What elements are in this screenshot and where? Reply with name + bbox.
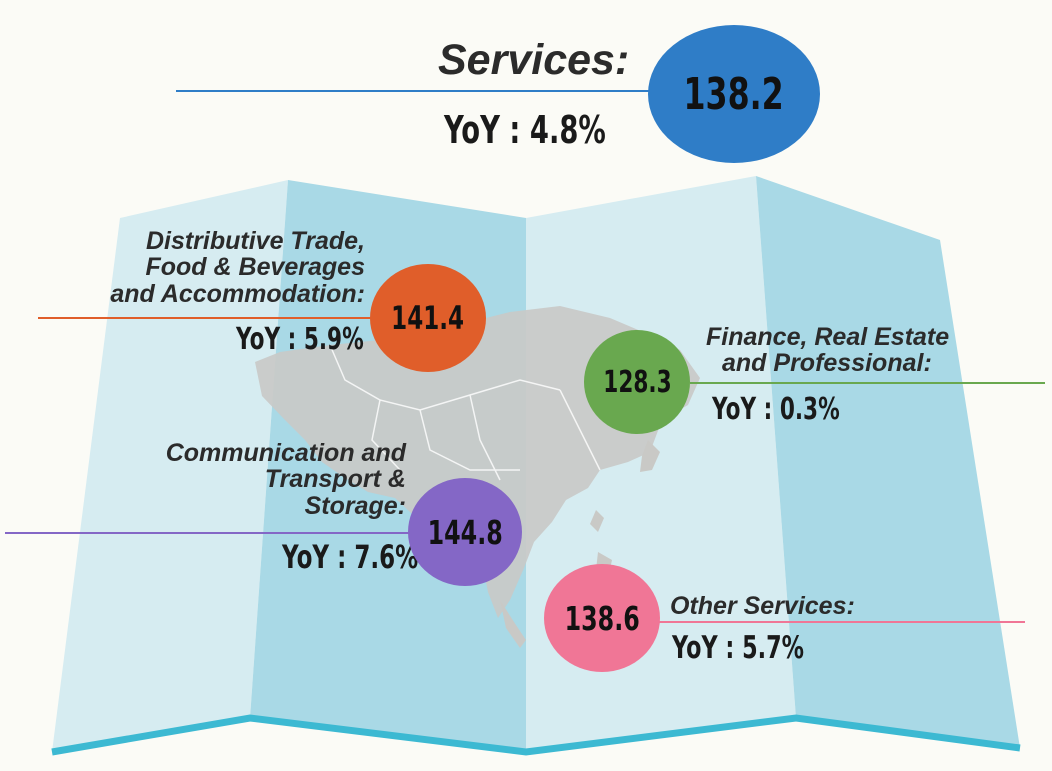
map-bottom-edge <box>51 714 1021 756</box>
other-label-line-1: Other Services: <box>670 592 855 620</box>
communication-label: Communication and Transport & Storage: <box>166 440 406 519</box>
services-rule <box>176 90 656 92</box>
finance-yoy: YoY : 0.3% <box>712 392 840 427</box>
services-title: Services: <box>438 36 630 84</box>
other-label: Other Services: <box>670 592 855 620</box>
finance-label-line-1: Finance, Real Estate <box>706 323 950 351</box>
services-bubble: 138.2 <box>648 25 820 163</box>
communication-label-line-2: Transport & <box>264 465 406 494</box>
distributive-value: 141.4 <box>391 299 465 337</box>
map-panel-1 <box>52 180 288 752</box>
communication-rule <box>5 532 415 534</box>
distributive-yoy: YoY : 5.9% <box>236 322 364 357</box>
island-japan <box>640 440 660 472</box>
map-panel-4 <box>756 176 1020 748</box>
distributive-label-line-2: Food & Beverages <box>145 253 365 282</box>
distributive-rule <box>38 317 378 319</box>
other-yoy: YoY : 5.7% <box>672 630 804 666</box>
distributive-label-line-1: Distributive Trade, <box>145 227 365 255</box>
finance-bubble: 128.3 <box>584 330 690 434</box>
finance-rule <box>690 382 1045 384</box>
other-bubble: 138.6 <box>544 564 660 672</box>
finance-value: 128.3 <box>602 364 672 400</box>
distributive-bubble: 141.4 <box>370 264 486 372</box>
finance-label-line-2: and Professional: <box>722 349 932 378</box>
peninsula <box>500 600 526 648</box>
communication-label-line-3: Storage: <box>304 491 406 520</box>
distributive-label: Distributive Trade, Food & Beverages and… <box>110 228 365 307</box>
services-value: 138.2 <box>683 68 785 120</box>
communication-label-line-1: Communication and <box>165 439 406 467</box>
communication-value: 144.8 <box>427 512 503 552</box>
other-value: 138.6 <box>564 598 640 638</box>
finance-label: Finance, Real Estate and Professional: <box>706 324 949 377</box>
communication-bubble: 144.8 <box>408 478 522 586</box>
distributive-label-line-3: and Accommodation: <box>110 279 365 308</box>
island-taiwan <box>590 510 604 532</box>
communication-yoy: YoY : 7.6% <box>282 538 419 576</box>
country-borders <box>329 344 601 481</box>
services-yoy: YoY : 4.8% <box>444 108 606 152</box>
other-rule <box>640 621 1025 623</box>
